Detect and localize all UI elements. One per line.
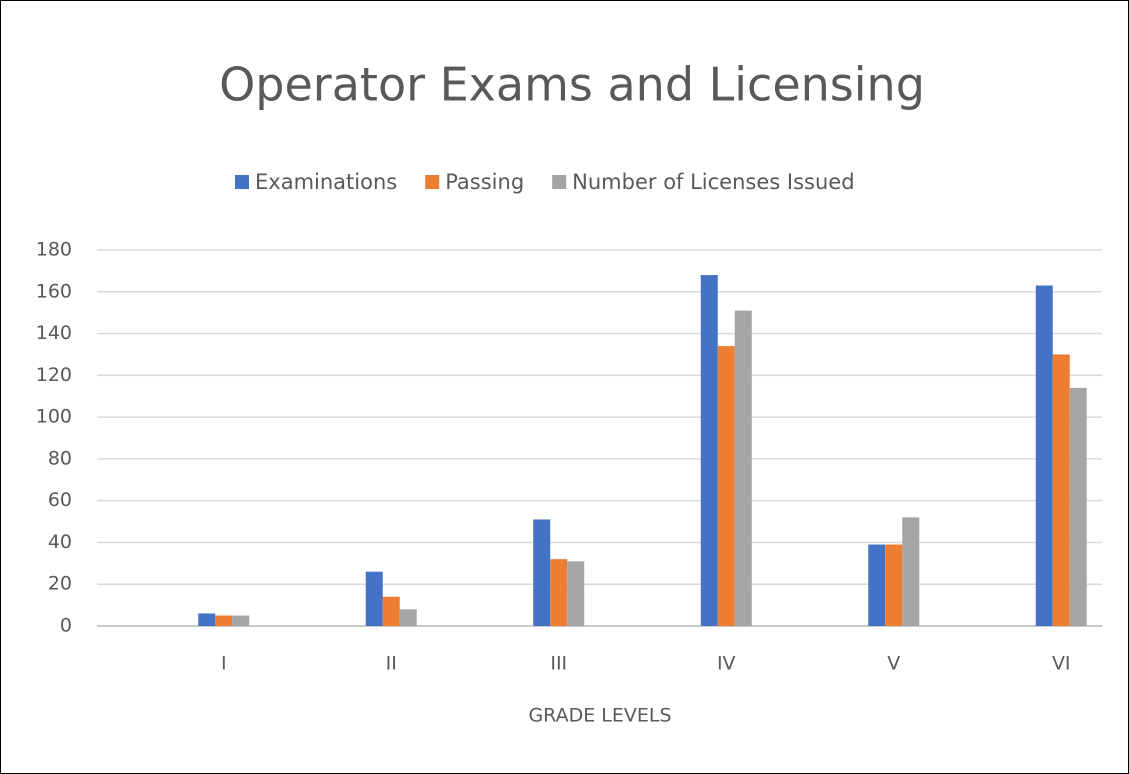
- y-tick-label: 0: [60, 615, 72, 637]
- bar: [885, 544, 903, 626]
- bar: [533, 519, 551, 626]
- bar: [1069, 387, 1087, 626]
- bar: [734, 310, 752, 626]
- x-axis-label: GRADE LEVELS: [528, 705, 671, 727]
- legend-swatch: [552, 175, 567, 189]
- x-tick-label: III: [550, 653, 567, 675]
- x-tick-label: VI: [1052, 653, 1071, 675]
- x-tick-label: II: [386, 653, 397, 675]
- legend-label: Passing: [445, 170, 524, 194]
- bar: [1035, 285, 1053, 626]
- y-tick-label: 120: [36, 364, 72, 386]
- bar: [868, 544, 886, 626]
- bar: [232, 615, 250, 626]
- legend-swatch: [235, 175, 249, 189]
- chart-title: Operator Exams and Licensing: [219, 58, 925, 112]
- bar: [717, 346, 735, 626]
- x-tick-label: IV: [717, 653, 736, 675]
- legend-label: Number of Licenses Issued: [572, 170, 854, 194]
- y-tick-label: 180: [36, 239, 72, 261]
- y-tick-label: 140: [36, 322, 72, 344]
- y-tick-label: 60: [48, 489, 72, 511]
- y-tick-label: 40: [48, 531, 72, 553]
- x-tick-label: V: [887, 653, 900, 675]
- bar: [700, 275, 718, 626]
- bar: [382, 596, 400, 626]
- bar: [198, 613, 216, 626]
- bar: [567, 561, 585, 626]
- y-tick-label: 80: [48, 447, 72, 469]
- y-tick-label: 100: [36, 406, 72, 428]
- bar: [1052, 354, 1070, 626]
- legend-label: Examinations: [255, 170, 397, 194]
- y-tick-label: 160: [36, 280, 72, 302]
- bar: [365, 571, 383, 626]
- y-tick-label: 20: [48, 573, 72, 595]
- bar: [902, 517, 920, 626]
- bar: [215, 615, 233, 626]
- bar: [550, 559, 568, 626]
- legend-swatch: [425, 175, 440, 189]
- bar: [399, 609, 417, 626]
- x-tick-label: I: [221, 653, 227, 675]
